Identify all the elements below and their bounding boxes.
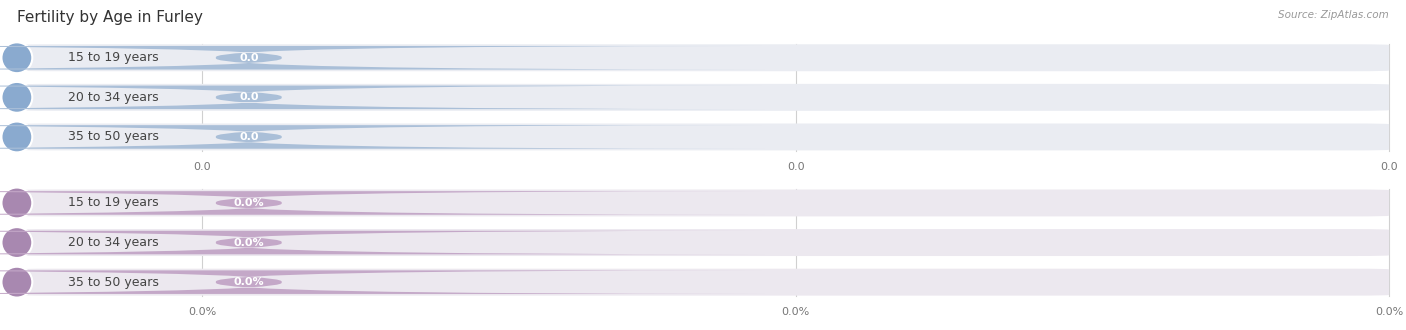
- Text: 0.0: 0.0: [239, 53, 259, 63]
- FancyBboxPatch shape: [17, 189, 1389, 216]
- FancyBboxPatch shape: [17, 84, 1389, 111]
- Text: 15 to 19 years: 15 to 19 years: [67, 196, 159, 210]
- Text: 0.0: 0.0: [239, 132, 259, 142]
- Ellipse shape: [1, 227, 32, 258]
- Text: 0.0: 0.0: [787, 162, 804, 172]
- FancyBboxPatch shape: [17, 44, 1389, 71]
- FancyBboxPatch shape: [0, 270, 765, 294]
- Text: Fertility by Age in Furley: Fertility by Age in Furley: [17, 10, 202, 25]
- Text: 35 to 50 years: 35 to 50 years: [67, 276, 159, 289]
- Text: 0.0: 0.0: [1381, 162, 1398, 172]
- FancyBboxPatch shape: [17, 269, 1389, 296]
- Text: 20 to 34 years: 20 to 34 years: [67, 91, 159, 104]
- Ellipse shape: [1, 267, 32, 298]
- Text: 0.0%: 0.0%: [233, 238, 264, 248]
- Text: 15 to 19 years: 15 to 19 years: [67, 51, 159, 64]
- Ellipse shape: [1, 187, 32, 218]
- Text: 0.0%: 0.0%: [1375, 307, 1403, 317]
- Ellipse shape: [1, 42, 32, 73]
- Ellipse shape: [1, 82, 32, 113]
- Text: 20 to 34 years: 20 to 34 years: [67, 236, 159, 249]
- Text: 0.0%: 0.0%: [782, 307, 810, 317]
- FancyBboxPatch shape: [0, 85, 765, 109]
- FancyBboxPatch shape: [0, 231, 765, 254]
- FancyBboxPatch shape: [0, 46, 765, 70]
- Ellipse shape: [1, 121, 32, 152]
- Text: Source: ZipAtlas.com: Source: ZipAtlas.com: [1278, 10, 1389, 20]
- FancyBboxPatch shape: [0, 191, 765, 215]
- Text: 0.0%: 0.0%: [188, 307, 217, 317]
- Text: 0.0%: 0.0%: [233, 198, 264, 208]
- FancyBboxPatch shape: [0, 125, 765, 149]
- Text: 0.0: 0.0: [193, 162, 211, 172]
- FancyBboxPatch shape: [17, 123, 1389, 150]
- Text: 0.0%: 0.0%: [233, 277, 264, 287]
- FancyBboxPatch shape: [17, 229, 1389, 256]
- Text: 35 to 50 years: 35 to 50 years: [67, 130, 159, 144]
- Text: 0.0: 0.0: [239, 92, 259, 102]
